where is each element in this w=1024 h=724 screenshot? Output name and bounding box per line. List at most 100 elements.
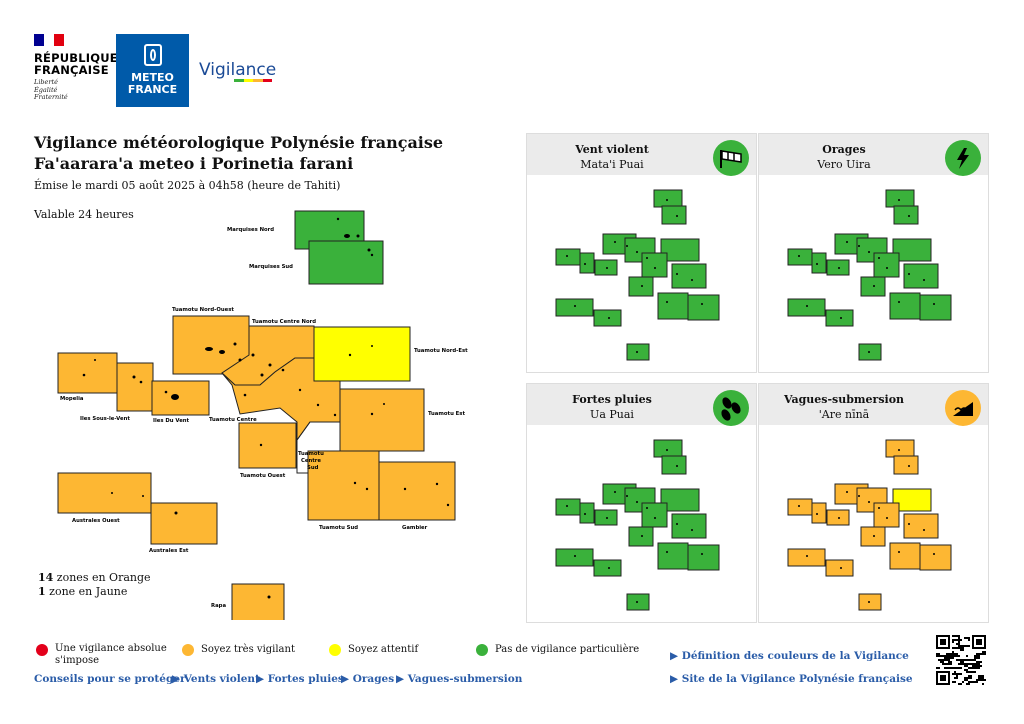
mini-zone-tuamotu-sud	[889, 292, 921, 320]
mini-zone-iles-sous-le-vent	[811, 502, 827, 524]
orange-count: 14	[38, 571, 54, 584]
mini-zone-marquises-nord	[885, 189, 915, 208]
link-site-vigilance[interactable]: ▶ Site de la Vigilance Polynésie françai…	[670, 673, 913, 685]
mini-island-marker	[816, 513, 818, 515]
mini-island-marker	[566, 505, 568, 507]
mini-island-marker	[838, 267, 840, 269]
mini-island-marker	[868, 351, 870, 353]
mini-island-marker	[798, 255, 800, 257]
mini-island-marker	[606, 267, 608, 269]
panel-orages[interactable]: Orages Vero Uira	[758, 133, 989, 373]
label-rapa: Rapa	[211, 603, 226, 609]
label-mopelia: Mopelia	[60, 396, 84, 402]
panel-fortes-pluies[interactable]: Fortes pluies Ua Puai	[526, 383, 757, 623]
mini-island-marker	[646, 257, 648, 259]
mini-zone-mopelia	[555, 498, 581, 516]
link-orages[interactable]: ▶ Orages	[341, 673, 395, 685]
link-conseils[interactable]: Conseils pour se protéger	[34, 673, 186, 685]
devise-text: Liberté Égalité Fraternité	[34, 78, 68, 101]
mini-zone-tuamotu-est	[671, 513, 707, 539]
zone-rapa[interactable]	[231, 583, 285, 620]
label-australes-est: Australes Est	[149, 548, 189, 554]
mini-zone-tuamotu-centre	[641, 252, 668, 278]
legend-green: Pas de vigilance particulière	[495, 644, 640, 655]
panel-vent-violent[interactable]: Vent violent Mata'i Puai	[526, 133, 757, 373]
zone-tuamotu-est[interactable]	[339, 388, 425, 452]
zone-tuamotu-sud[interactable]	[307, 450, 380, 521]
mini-zone-tuamotu-sud	[889, 542, 921, 570]
mini-island-marker	[806, 305, 808, 307]
mini-island-marker	[646, 507, 648, 509]
mini-island-marker	[608, 317, 610, 319]
mini-island-marker	[701, 553, 703, 555]
mini-map	[555, 439, 720, 611]
mini-island-marker	[626, 495, 628, 497]
label-marquises-sud: Marquises Sud	[249, 264, 293, 270]
mini-island-marker	[898, 449, 900, 451]
zone-australes-ouest[interactable]	[57, 472, 152, 514]
zone-iles-sous-le-vent[interactable]	[116, 362, 154, 412]
mini-zone-tuamotu-ouest	[628, 526, 654, 547]
label-tuamotu-centre: Tuamotu Centre	[209, 417, 257, 423]
mini-zone-mopelia	[555, 248, 581, 266]
meteo-france-emblem-icon	[144, 44, 162, 66]
label-tuamotu-ouest: Tuamotu Ouest	[240, 473, 286, 479]
mini-island-marker	[868, 601, 870, 603]
mini-island-marker	[878, 257, 880, 259]
panel-vagues-submersion[interactable]: Vagues-submersion 'Are nīnā	[758, 383, 989, 623]
panel-title: Vent violent	[575, 143, 649, 156]
mini-zone-australes-est	[825, 309, 854, 327]
mini-zone-australes-ouest	[555, 298, 594, 317]
mini-island-marker	[868, 251, 870, 253]
mini-island-marker	[846, 491, 848, 493]
mini-zone-mopelia	[787, 498, 813, 516]
zone-marquises-sud[interactable]	[308, 240, 384, 285]
mini-zone-australes-est	[825, 559, 854, 577]
panel-title: Orages	[822, 143, 866, 156]
panel-header: Vagues-submersion 'Are nīnā	[759, 384, 988, 426]
link-vents-violent[interactable]: ▶ Vents violent	[172, 673, 260, 685]
mini-zone-iles-du-vent	[826, 509, 850, 526]
mini-zone-australes-est	[593, 309, 622, 327]
vigilance-color-bar	[234, 79, 272, 82]
zone-mopelia[interactable]	[57, 352, 118, 394]
mini-map	[787, 189, 952, 361]
red-legend-dot	[36, 644, 48, 656]
issue-date: Émise le mardi 05 août 2025 à 04h58 (heu…	[34, 179, 341, 192]
legend-yellow: Soyez attentif	[348, 644, 419, 655]
mini-zone-marquises-sud	[661, 455, 687, 475]
zone-tuamotu-ouest[interactable]	[238, 422, 297, 469]
label-tuamotu-nord-est: Tuamotu Nord-Est	[414, 348, 468, 354]
zone-iles-du-vent[interactable]	[151, 380, 210, 416]
republique-francaise-text: RÉPUBLIQUE FRANÇAISE	[34, 51, 118, 77]
mini-island-marker	[858, 495, 860, 497]
link-definition-couleurs[interactable]: ▶ Définition des couleurs de la Vigilanc…	[670, 650, 909, 662]
waves-icon	[945, 390, 981, 426]
label-tuamotu-centre-sud-3: Sud	[307, 465, 319, 471]
mini-island-marker	[608, 567, 610, 569]
mini-island-marker	[886, 517, 888, 519]
label-iles-du-vent: Iles Du Vent	[153, 418, 190, 424]
link-vagues-submersion[interactable]: ▶ Vagues-submersion	[396, 673, 523, 685]
zone-gambier[interactable]	[378, 461, 456, 521]
qr-code[interactable]	[936, 635, 986, 685]
label-tuamotu-nord-ouest: Tuamotu Nord-Ouest	[172, 307, 234, 313]
rain-icon	[713, 390, 749, 426]
mini-island-marker	[676, 523, 678, 525]
zone-tuamotu-nord-est[interactable]	[313, 326, 411, 382]
page-title: Vigilance météorologique Polynésie franç…	[34, 133, 444, 152]
panel-title: Fortes pluies	[572, 393, 652, 406]
link-fortes-pluies[interactable]: ▶ Fortes pluies	[256, 673, 344, 685]
mini-zone-gambier	[919, 294, 952, 321]
panel-header: Orages Vero Uira	[759, 134, 988, 176]
label-tuamotu-centre-sud-2: Centre	[301, 458, 321, 464]
panel-subtitle: Ua Puai	[590, 408, 634, 421]
zone-australes-est[interactable]	[150, 502, 218, 545]
mini-island-marker	[636, 501, 638, 503]
mini-island-marker	[574, 305, 576, 307]
mini-island-marker	[898, 551, 900, 553]
mini-island-marker	[691, 529, 693, 531]
label-tuamotu-centre-sud-1: Tuamotu	[298, 451, 324, 457]
label-gambier: Gambier	[402, 525, 428, 531]
mini-zone-gambier	[919, 544, 952, 571]
